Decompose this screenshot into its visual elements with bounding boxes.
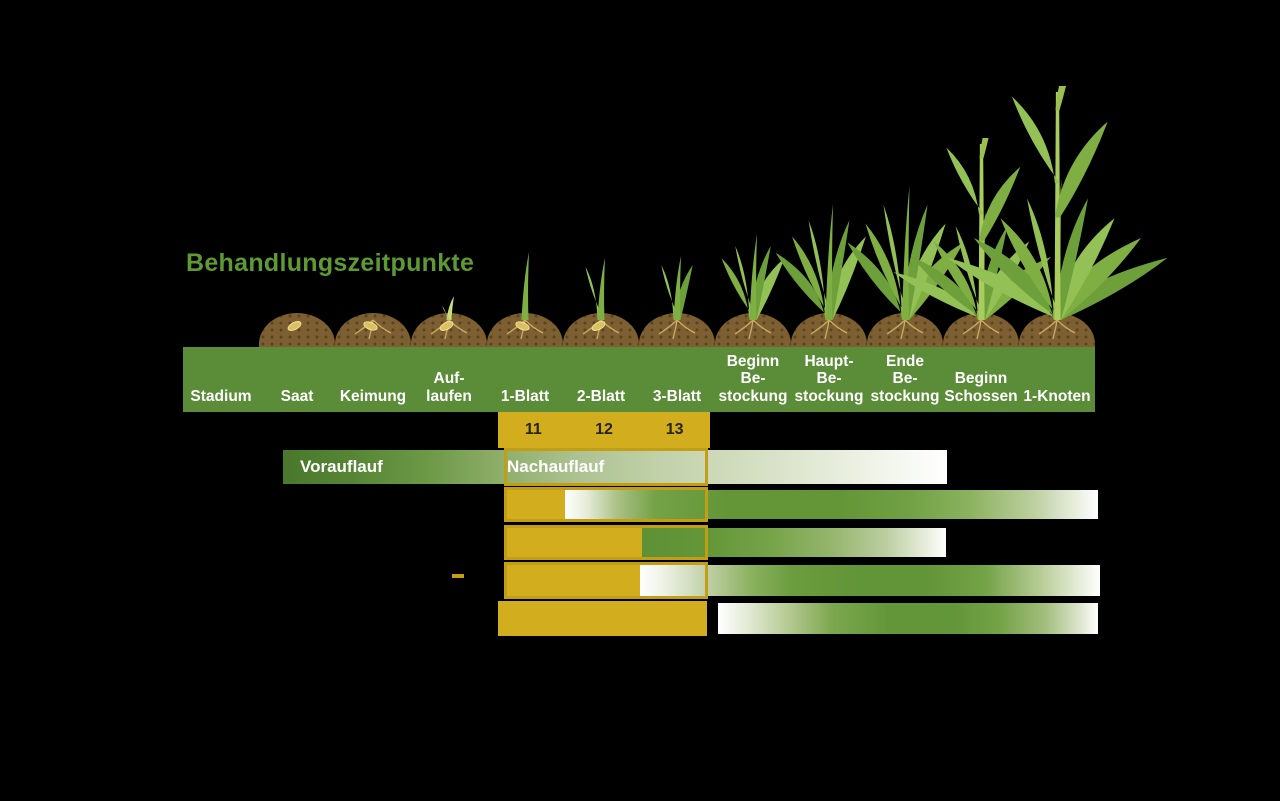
page-title: Behandlungszeitpunkte [186,249,475,277]
stage-column-9: Haupt- Be-stockung [791,347,867,412]
treatment-bar-3-yellow-segment [505,528,642,557]
bbch-scale-bar: 11 12 13 [498,412,710,448]
stage-column-1: Stadium [183,347,259,412]
treatment-bar-3-bbch-window-outline [504,525,708,560]
soil-mound [1019,313,1095,347]
treatment-bar-2-yellow-segment [505,490,565,519]
seedling-3-leaf-icon [622,250,732,322]
stem-elongation-plant-icon [889,105,1074,322]
stage-column-8: Beginn Be-stockung [715,347,791,412]
first-node-plant-icon [938,41,1177,322]
treatment-bar-2-bbch-window-outline [504,487,708,522]
stage-column-12: 1-Knoten [1019,347,1095,412]
stage-column-label-line: stockung [870,387,940,405]
stage-column-label-line: 3-Blatt [652,387,702,405]
stage-column-4: Auf-laufen [411,347,487,412]
stage-column-10: Ende Be-stockung [867,347,943,412]
seedling-2-leaf-icon [546,252,656,322]
soil-mound [411,313,487,347]
stage-column-label-line: Auf- [433,370,465,388]
treatment-bar-3-gradient-segment [642,528,946,557]
soil-mound [943,313,1019,347]
bbch-value: 11 [524,421,542,438]
stage-column-label-line: Ende [886,352,924,370]
tillering-main-plant-icon [768,198,890,322]
stage-column-label-line: Stadium [190,387,252,405]
stage-column-label-line: 2-Blatt [576,387,626,405]
soil-mound [867,313,943,347]
soil-mound [563,313,639,347]
stage-column-label-line: Haupt- [804,352,854,370]
stage-column-11: Beginn Schossen [943,347,1019,412]
seedling-1-leaf-icon [470,246,580,322]
vorauflauf-nachauflauf-bar-gradient-segment [283,450,947,484]
vorauflauf-nachauflauf-bar-bbch-window-outline [504,448,708,486]
treatment-bar-4-bbch-window-outline [504,562,708,599]
growth-stage-band: Stadium Saat Keimung Auf-laufen 1-Blatt 2-Bla… [183,347,1095,412]
stage-column-6: 2-Blatt [563,347,639,412]
bbch-value: 13 [665,421,684,438]
treatment-bar-4-gradient-segment [640,565,1100,596]
stage-column-label-line: stockung [718,387,788,405]
treatment-bar-2-gradient-segment [565,490,1098,519]
stage-column-3: Keimung [335,347,411,412]
stage-column-2: Saat [259,347,335,412]
stage-column-label-line: laufen [426,387,472,405]
stage-column-label-line: Beginn [954,370,1008,388]
treatment-bar-4-yellow-segment [505,565,640,596]
stage-column-label-line: Be- [740,370,766,388]
soil-mound [259,313,335,347]
stage-column-label-line: 1-Knoten [1023,387,1091,405]
stray-dash [452,574,464,578]
stage-column-label-line: stockung [794,387,864,405]
stage-column-label-line: Schossen [944,387,1018,405]
treatment-bar-5-gradient-segment [718,603,1098,634]
vorauflauf-nachauflauf-bar-label: Nachauflauf [507,457,605,476]
tillering-end-plant-icon [835,180,976,322]
soil-mound [639,313,715,347]
soil-mound [715,313,791,347]
stage-column-label-line: Saat [280,387,314,405]
bbch-value: 12 [595,421,613,438]
treatment-bar-5-yellow-segment [498,601,707,636]
stage-column-5: 1-Blatt [487,347,563,412]
stage-column-label-line: Be- [892,370,918,388]
stage-column-label-line: Beginn [726,352,780,370]
stage-column-label-line: Be- [816,370,842,388]
stage-column-label-line: Keimung [339,387,407,405]
stage-column-label-line: 1-Blatt [500,387,550,405]
stage-column-7: 3-Blatt [639,347,715,412]
tillering-start-plant-icon [698,228,808,322]
vorauflauf-nachauflauf-bar-label: Vorauflauf [300,457,383,476]
soil-mound [791,313,867,347]
